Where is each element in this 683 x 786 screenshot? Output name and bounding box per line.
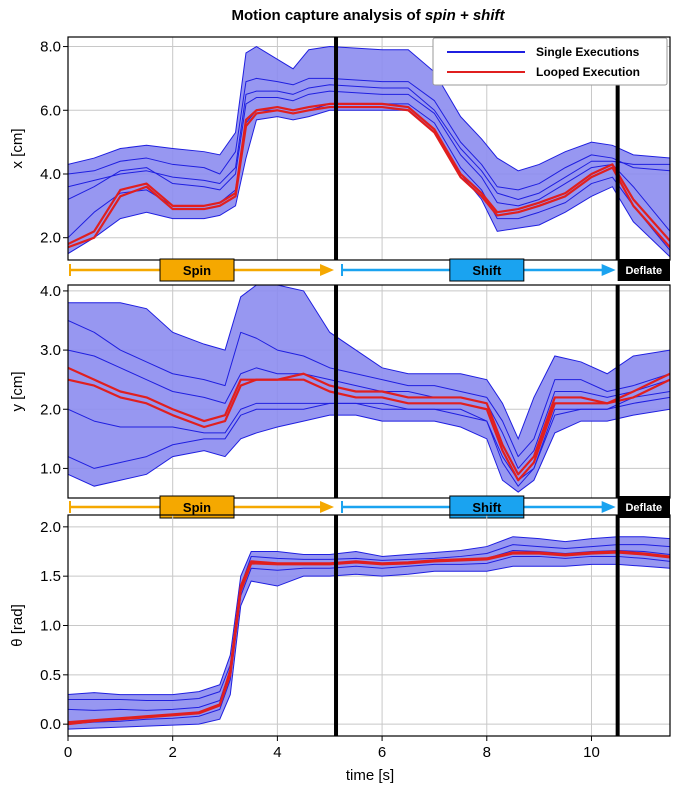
chart-title: Motion capture analysis of spin + shift (232, 7, 506, 24)
single-execution-line (68, 84, 670, 200)
legend-box (432, 37, 668, 86)
y-tick-label: 0.0 (40, 716, 61, 733)
shift-label: Shift (472, 263, 502, 278)
phase-annotations: Spin Shift Deflate (69, 495, 670, 519)
plot-frame (67, 284, 671, 499)
x-tick-label: 2 (169, 744, 177, 761)
single-execution-line (68, 349, 670, 469)
subplot-2: 1.0 2.0 3.0 4.0 y [cm] Spin Shift Deflate (9, 283, 671, 519)
y-tick-label: 3.0 (40, 342, 61, 359)
shift-label-box (449, 258, 525, 282)
looped-execution-line (68, 366, 670, 476)
y-tick-label: 1.0 (40, 618, 61, 635)
y-axis-label: x [cm] (9, 129, 26, 169)
y-tick-label: 2.0 (40, 230, 61, 247)
y-tick-label: 4.0 (40, 166, 61, 183)
spin-arrow-head (320, 501, 335, 513)
spin-label-box (159, 495, 235, 519)
looped-execution-line (68, 372, 670, 482)
single-execution-line (68, 90, 670, 232)
y-tick-label: 4.0 (40, 283, 61, 300)
x-tick-label: 10 (583, 744, 600, 761)
x-tick-label: 4 (273, 744, 281, 761)
y-tick-label: 1.5 (40, 568, 61, 585)
looped-execution-line (68, 551, 670, 726)
y-tick-label: 0.5 (40, 667, 61, 684)
plot-area (68, 285, 670, 498)
deflate-label-box (617, 259, 670, 281)
spin-label-box (159, 258, 235, 282)
single-execution-line (68, 555, 670, 725)
y-tick-label: 1.0 (40, 460, 61, 477)
plot-area (68, 515, 670, 736)
y-axis-label: θ [rad] (9, 604, 26, 647)
legend: Single Executions Looped Execution (432, 37, 668, 86)
spin-label: Spin (183, 500, 211, 515)
plot-area (68, 37, 670, 260)
phase-annotations: Spin Shift Deflate (69, 258, 670, 282)
y-axis-label: y [cm] (9, 372, 26, 412)
single-execution-line (68, 391, 670, 481)
looped-execution-line (68, 102, 670, 246)
looped-execution-line (68, 105, 670, 249)
deflate-label: Deflate (625, 265, 662, 277)
plot-frame (67, 36, 671, 261)
x-tick-label: 8 (483, 744, 491, 761)
shift-label: Shift (472, 500, 502, 515)
x-tick-label: 0 (64, 744, 72, 761)
spin-arrow-head (320, 264, 335, 276)
single-execution-line (68, 320, 670, 458)
legend-label: Single Executions (536, 45, 640, 59)
single-execution-line (68, 77, 670, 191)
single-execution-line (68, 544, 670, 701)
shift-arrow-head (601, 501, 616, 513)
y-tick-label: 8.0 (40, 39, 61, 56)
x-axis-label: time [s] (346, 767, 394, 784)
y-tick-label: 2.0 (40, 519, 61, 536)
legend-label: Looped Execution (536, 65, 640, 79)
y-tick-label: 2.0 (40, 401, 61, 418)
single-executions-band (68, 45, 670, 258)
y-tick-label: 6.0 (40, 102, 61, 119)
deflate-label: Deflate (625, 502, 662, 514)
x-tick-label: 6 (378, 744, 386, 761)
subplot-3: 0.0 0.5 1.0 1.5 2.0 θ [rad] 0 2 4 6 8 10 (9, 514, 671, 761)
deflate-label-box (617, 496, 670, 518)
shift-arrow-head (601, 264, 616, 276)
subplot-1: 2.0 4.0 6.0 8.0 x [cm] Spin Shift Deflate (9, 36, 671, 282)
spin-label: Spin (183, 263, 211, 278)
single-execution-line (68, 396, 670, 487)
